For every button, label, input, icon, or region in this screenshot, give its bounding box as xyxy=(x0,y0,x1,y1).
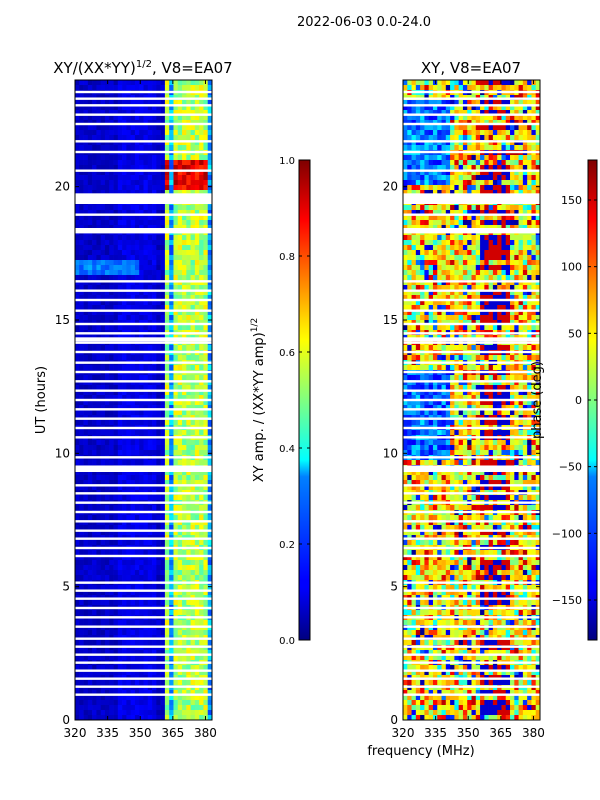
left-ytick-label-15: 15 xyxy=(55,313,70,327)
right-xtick-label-365: 365 xyxy=(489,726,512,740)
left-ytick-label-5: 5 xyxy=(62,580,70,594)
right-cbar-tick-label-1: −100 xyxy=(552,527,582,540)
left-cbar-tick-label-1: 0.2 xyxy=(279,540,295,551)
right-cbar-tick-label-5: 100 xyxy=(561,261,582,274)
left-xtick-label-320: 320 xyxy=(64,726,87,740)
left-colorbar-label: XY amp. / (XX*YY amp)1/2 xyxy=(250,318,267,482)
right-xtick-label-380: 380 xyxy=(522,726,545,740)
left-plot-frame xyxy=(74,79,213,721)
left-title-rest: , V8=EA07 xyxy=(152,59,233,77)
right-plot-frame xyxy=(402,79,541,721)
left-colorbar xyxy=(298,159,311,641)
left-axes: 320 335 350 365 380 0 5 10 15 20 xyxy=(55,80,217,740)
right-ytick-label-15: 15 xyxy=(383,313,398,327)
left-cbar-tick-label-0: 0.0 xyxy=(279,636,295,647)
right-heatmap xyxy=(403,80,540,720)
right-ytick-label-20: 20 xyxy=(383,180,398,194)
right-colorbar-ticks: −150 −100 −50 0 50 100 150 xyxy=(552,194,597,607)
right-xtick-label-320: 320 xyxy=(392,726,415,740)
left-ytick-label-0: 0 xyxy=(62,713,70,727)
right-xtick-label-335: 335 xyxy=(424,726,447,740)
left-cbar-tick-label-3: 0.6 xyxy=(279,348,295,359)
left-xtick-label-335: 335 xyxy=(96,726,119,740)
figure-suptitle: 2022-06-03 0.0-24.0 xyxy=(297,15,431,30)
right-axes: 320 335 350 365 380 0 5 10 15 20 xyxy=(383,80,545,740)
left-xtick-label-380: 380 xyxy=(194,726,217,740)
left-colorbar-ticks: 0.0 0.2 0.4 0.6 0.8 1.0 xyxy=(279,156,310,647)
left-title-sup: 1/2 xyxy=(136,59,152,70)
left-ylabel: UT (hours) xyxy=(34,366,49,434)
right-ytick-label-10: 10 xyxy=(383,446,398,460)
left-heatmap xyxy=(75,80,212,720)
right-cbar-tick-label-2: −50 xyxy=(559,461,582,474)
figure-xlabel: frequency (MHz) xyxy=(367,744,474,759)
right-colorbar-label: phase (deg) xyxy=(530,361,545,439)
left-cbar-tick-label-2: 0.4 xyxy=(279,444,295,455)
right-cbar-tick-label-6: 150 xyxy=(561,194,582,207)
left-cbar-label-main: XY amp. / (XX*YY amp) xyxy=(252,332,267,482)
left-panel-title: XY/(XX*YY)1/2, V8=EA07 xyxy=(53,59,232,77)
right-ytick-label-5: 5 xyxy=(390,580,398,594)
left-cbar-label-sup: 1/2 xyxy=(250,318,260,332)
right-xtick-label-350: 350 xyxy=(457,726,480,740)
left-cbar-tick-label-5: 1.0 xyxy=(279,156,295,167)
left-title-main: XY/(XX*YY) xyxy=(53,59,136,77)
right-cbar-tick-label-0: −150 xyxy=(552,594,582,607)
right-ytick-label-0: 0 xyxy=(390,713,398,727)
left-ytick-label-10: 10 xyxy=(55,446,70,460)
left-cbar-tick-label-4: 0.8 xyxy=(279,252,295,263)
left-ytick-label-20: 20 xyxy=(55,180,70,194)
right-cbar-tick-label-4: 50 xyxy=(568,327,582,340)
right-cbar-tick-label-3: 0 xyxy=(575,394,582,407)
left-xtick-label-350: 350 xyxy=(129,726,152,740)
right-panel-title: XY, V8=EA07 xyxy=(421,59,521,77)
left-xtick-label-365: 365 xyxy=(161,726,184,740)
